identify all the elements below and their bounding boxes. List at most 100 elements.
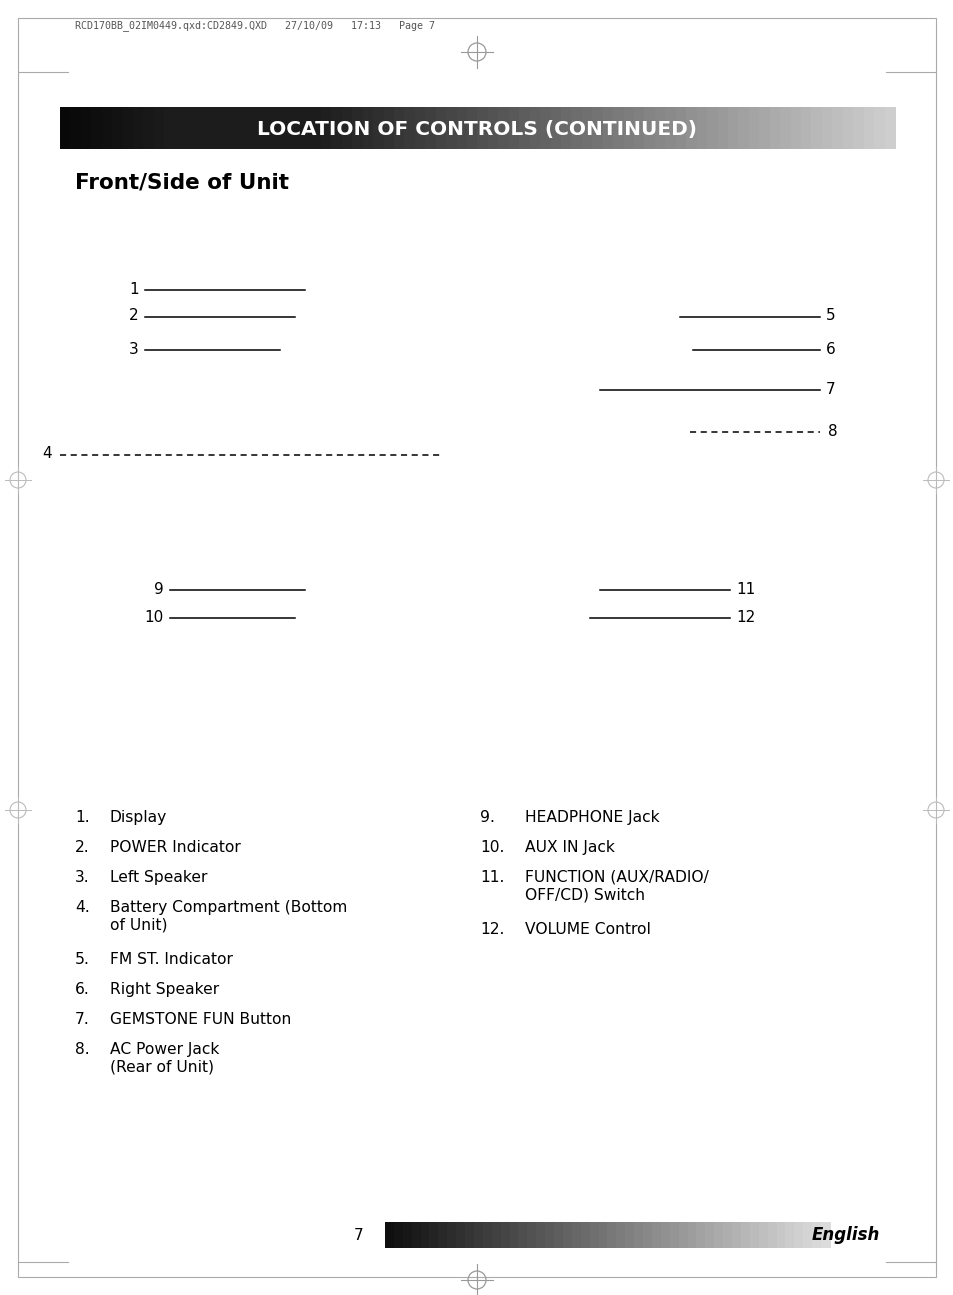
Bar — [685, 107, 697, 149]
Bar — [767, 1222, 777, 1248]
Bar — [784, 1222, 795, 1248]
Text: Right Speaker: Right Speaker — [110, 982, 219, 997]
Bar — [862, 107, 874, 149]
Bar — [60, 107, 71, 149]
Bar — [740, 1222, 750, 1248]
Bar — [446, 107, 457, 149]
Bar — [509, 1222, 519, 1248]
Bar — [624, 1222, 635, 1248]
Text: 11: 11 — [735, 581, 755, 597]
Bar — [642, 1222, 652, 1248]
Bar — [727, 107, 739, 149]
Bar — [841, 107, 853, 149]
Bar — [769, 107, 781, 149]
Bar — [776, 1222, 785, 1248]
Bar — [802, 1222, 812, 1248]
Bar — [644, 107, 656, 149]
Bar — [164, 107, 175, 149]
Bar — [143, 107, 154, 149]
Bar — [248, 107, 259, 149]
Text: Front/Side of Unit: Front/Side of Unit — [75, 172, 289, 192]
Bar — [581, 107, 593, 149]
Bar — [571, 107, 582, 149]
Bar — [616, 1222, 625, 1248]
Bar — [467, 107, 478, 149]
Bar — [562, 1222, 573, 1248]
Bar — [731, 1222, 741, 1248]
Bar — [759, 107, 770, 149]
Bar — [81, 107, 92, 149]
Bar — [714, 1222, 723, 1248]
Text: POWER Indicator: POWER Indicator — [110, 840, 240, 855]
Text: 6.: 6. — [75, 982, 90, 997]
Bar — [216, 107, 228, 149]
Bar — [536, 1222, 546, 1248]
Bar — [341, 107, 353, 149]
Text: of Unit): of Unit) — [110, 918, 168, 932]
Bar — [706, 107, 718, 149]
Bar — [811, 1222, 821, 1248]
Bar — [227, 107, 238, 149]
Bar — [404, 107, 416, 149]
Bar — [500, 1222, 510, 1248]
Bar — [269, 107, 280, 149]
Bar — [320, 107, 332, 149]
Bar — [529, 107, 540, 149]
Bar — [634, 107, 645, 149]
Bar — [492, 1222, 501, 1248]
Bar — [873, 107, 884, 149]
Bar — [153, 107, 165, 149]
Text: 3.: 3. — [75, 870, 90, 884]
Bar — [669, 1222, 679, 1248]
Bar — [696, 107, 707, 149]
Bar — [436, 107, 447, 149]
Bar — [352, 107, 363, 149]
Bar — [425, 107, 436, 149]
Bar — [518, 1222, 528, 1248]
Bar — [780, 107, 791, 149]
Bar — [394, 1222, 403, 1248]
Bar — [821, 107, 833, 149]
Bar — [300, 107, 312, 149]
Text: Battery Compartment (Bottom: Battery Compartment (Bottom — [110, 900, 347, 916]
Bar — [195, 107, 207, 149]
Bar — [704, 1222, 715, 1248]
Bar — [687, 1222, 697, 1248]
Bar — [678, 1222, 688, 1248]
Bar — [664, 107, 676, 149]
Bar — [748, 107, 760, 149]
Bar — [539, 107, 551, 149]
Bar — [602, 107, 614, 149]
Bar — [331, 107, 342, 149]
Bar — [429, 1222, 439, 1248]
Bar — [623, 107, 635, 149]
Bar — [487, 107, 498, 149]
Bar — [717, 107, 728, 149]
Bar — [438, 1222, 448, 1248]
Bar — [580, 1222, 590, 1248]
Bar — [71, 107, 82, 149]
Text: (Rear of Unit): (Rear of Unit) — [110, 1061, 213, 1075]
Bar — [758, 1222, 768, 1248]
Bar — [675, 107, 686, 149]
Text: 2: 2 — [130, 308, 139, 324]
Bar — [482, 1222, 493, 1248]
Bar — [651, 1222, 661, 1248]
Text: 12.: 12. — [479, 922, 504, 938]
Text: 10.: 10. — [479, 840, 504, 855]
Bar — [801, 107, 812, 149]
Bar — [592, 107, 603, 149]
Text: 2.: 2. — [75, 840, 90, 855]
Text: English: English — [811, 1226, 879, 1244]
Text: 8.: 8. — [75, 1042, 90, 1057]
Bar — [456, 1222, 466, 1248]
Bar — [821, 1222, 830, 1248]
Bar — [790, 107, 801, 149]
Text: LOCATION OF CONTROLS (CONTINUED): LOCATION OF CONTROLS (CONTINUED) — [257, 119, 697, 139]
Text: 9: 9 — [154, 581, 164, 597]
Bar — [362, 107, 374, 149]
Text: 10: 10 — [145, 610, 164, 624]
Bar — [589, 1222, 599, 1248]
Text: Display: Display — [110, 809, 167, 825]
Text: 1: 1 — [130, 281, 139, 297]
